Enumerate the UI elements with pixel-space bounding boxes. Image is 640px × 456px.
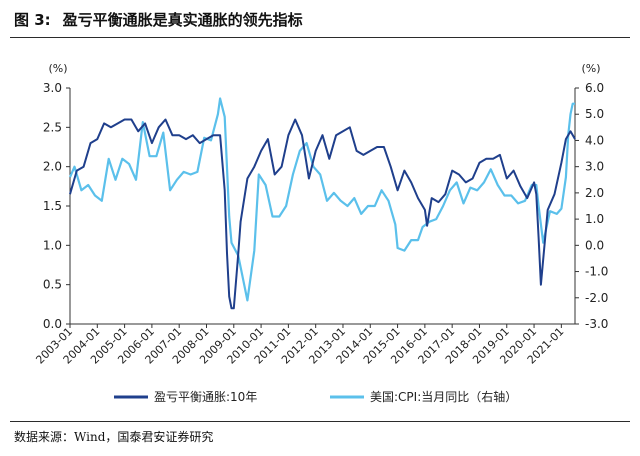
right-axis-tick-label: 4.0 <box>585 133 604 147</box>
source-note: 数据来源：Wind，国泰君安证券研究 <box>14 430 214 444</box>
right-axis-tick-label: -2.0 <box>585 291 608 305</box>
breakeven-inflation-line <box>69 118 576 310</box>
right-axis-tick-label: 0.0 <box>585 238 604 252</box>
right-axis-tick-label: 1.0 <box>585 212 604 226</box>
left-axis-tick-label: 2.0 <box>43 160 62 174</box>
left-axis-tick-label: 1.5 <box>43 199 62 213</box>
chart: 0.0 0.5 1.0 1.5 2.0 2.5 3.0 (%) -3.0 -2.0 -1.0 0.0 1… <box>33 62 608 404</box>
axes: 0.0 0.5 1.0 1.5 2.0 2.5 3.0 (%) -3.0 -2.0 -1.0 0.0 1… <box>33 62 608 367</box>
legend-item-cpi-label: 美国:CPI:当月同比（右轴） <box>370 389 517 404</box>
right-axis-tick-label: -3.0 <box>585 317 608 331</box>
cpi-yoy-line <box>68 97 575 302</box>
left-axis-tick-label: 0.0 <box>43 317 62 331</box>
legend: 盈亏平衡通胀:10年 美国:CPI:当月同比（右轴） <box>114 389 517 404</box>
source-divider <box>10 421 630 422</box>
figure-number: 图 3: <box>14 11 51 29</box>
left-axis-tick-label: 2.5 <box>43 120 62 134</box>
right-axis-tick-label: 5.0 <box>585 107 604 121</box>
right-axis-tick-label: 2.0 <box>585 186 604 200</box>
left-axis-tick-label: 1.0 <box>43 238 62 252</box>
legend-item-breakeven-label: 盈亏平衡通胀:10年 <box>154 390 257 404</box>
series-layer <box>68 97 576 310</box>
left-axis-unit: (%) <box>48 62 67 75</box>
left-axis-tick-label: 0.5 <box>43 278 62 292</box>
figure-title-text: 盈亏平衡通胀是真实通胀的领先指标 <box>62 11 303 29</box>
figure-title: 图 3: 盈亏平衡通胀是真实通胀的领先指标 <box>14 9 303 30</box>
right-axis-tick-label: 6.0 <box>585 81 604 95</box>
title-divider <box>10 37 630 38</box>
right-axis-tick-label: -1.0 <box>585 265 608 279</box>
left-axis-tick-label: 3.0 <box>43 81 62 95</box>
right-axis-unit: (%) <box>581 62 600 75</box>
right-axis-tick-label: 3.0 <box>585 160 604 174</box>
